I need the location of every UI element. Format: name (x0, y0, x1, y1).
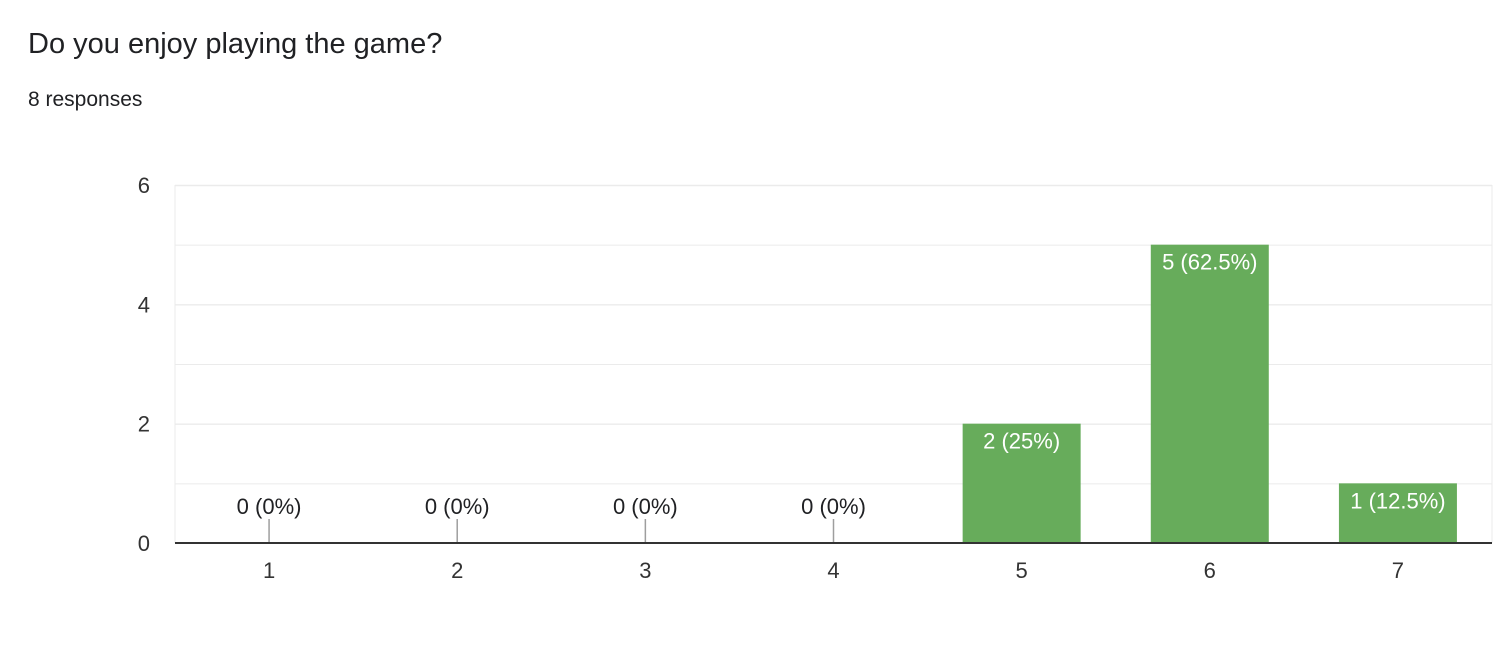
x-tick-label: 4 (827, 558, 839, 583)
x-tick-label: 2 (451, 558, 463, 583)
label-layer: 0 2 4 6 0 (0%) 1 0 (0%) 2 0 (0%) 3 0 (0%) 4 2 (25%) 5… (138, 173, 1492, 583)
x-tick-label: 3 (639, 558, 651, 583)
bar (1150, 244, 1269, 543)
data-label: 0 (0%) (237, 494, 302, 519)
response-count: 8 responses (28, 88, 143, 111)
y-tick-label: 6 (138, 173, 150, 198)
bar (962, 423, 1081, 543)
bar (1338, 483, 1457, 543)
question-title: Do you enjoy playing the game? (28, 28, 443, 60)
data-label: 0 (0%) (425, 494, 490, 519)
x-tick-label: 1 (263, 558, 275, 583)
x-tick-label: 6 (1204, 558, 1216, 583)
y-tick-label: 4 (138, 292, 150, 317)
y-tick-label: 2 (138, 412, 150, 437)
bar-layer (268, 244, 1457, 543)
x-tick-label: 5 (1016, 558, 1028, 583)
data-label: 2 (25%) (983, 429, 1060, 454)
grid-layer (174, 184, 1493, 543)
data-label: 0 (0%) (801, 494, 866, 519)
x-tick-label: 7 (1392, 558, 1404, 583)
data-label: 0 (0%) (613, 494, 678, 519)
data-label: 5 (62.5%) (1162, 250, 1257, 275)
y-tick-label: 0 (138, 531, 150, 556)
data-label: 1 (12.5%) (1350, 488, 1445, 513)
